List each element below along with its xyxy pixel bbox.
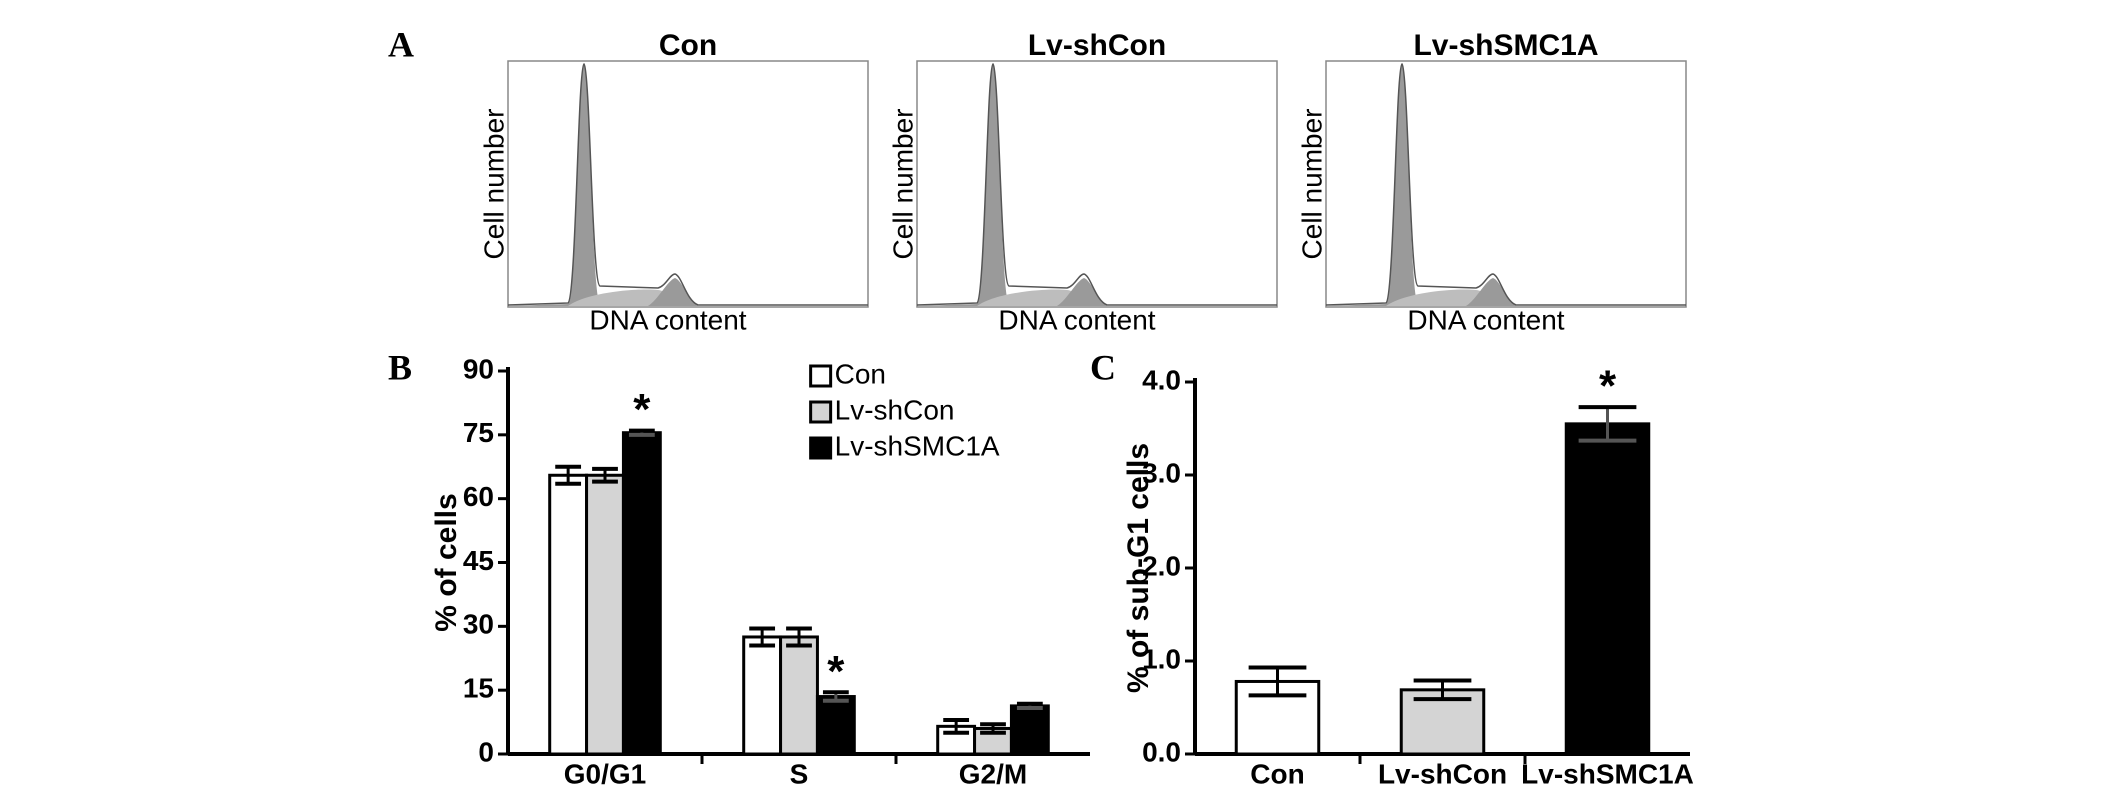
x-tick-label: G2/M (959, 758, 1027, 788)
y-axis-label: Cell number (1296, 109, 1327, 260)
y-axis-label: Cell number (478, 109, 509, 260)
y-tick-label: 0 (478, 736, 494, 767)
y-axis-label: % of cells (430, 493, 463, 631)
y-tick-label: 0.0 (1142, 736, 1181, 767)
bar (742, 635, 783, 756)
y-tick-label: 1.0 (1142, 643, 1181, 674)
error-bar (628, 428, 655, 437)
bar (779, 635, 819, 756)
panel-label: B (388, 347, 412, 387)
error-bar (1413, 678, 1472, 702)
x-tick-label: S (790, 758, 809, 788)
x-tick-label: Con (1250, 758, 1304, 788)
x-axis-label: DNA content (1407, 304, 1564, 335)
significance-label: * (1599, 362, 1617, 411)
error-bar (1248, 665, 1307, 698)
error-bar (1016, 701, 1043, 711)
histogram-shape (1325, 63, 1687, 307)
histogram-frame (507, 60, 869, 308)
y-tick-label: 15 (463, 673, 494, 704)
panel-label: C (1090, 347, 1116, 387)
significance-label: * (633, 385, 651, 434)
histogram-shape (916, 63, 1278, 307)
y-tick-label: 2.0 (1142, 550, 1181, 581)
error-bar (822, 690, 849, 703)
histogram-title: Lv-shCon (1028, 29, 1166, 62)
error-bar (749, 626, 776, 648)
y-tick-label: 90 (463, 353, 494, 384)
legend-label: Lv-shSMC1A (835, 430, 1000, 461)
error-bar (943, 717, 970, 735)
error-bar (1578, 405, 1637, 443)
bar (621, 431, 662, 756)
legend-swatch (809, 400, 833, 424)
x-tick-label: Lv-shCon (1378, 758, 1507, 788)
bar (815, 695, 856, 756)
legend-label: Lv-shCon (835, 394, 955, 425)
y-axis-label: Cell number (887, 109, 918, 260)
error-bar (980, 722, 1006, 735)
y-tick-label: 30 (463, 609, 494, 640)
y-tick-label: 4.0 (1142, 364, 1181, 395)
y-tick-label: 75 (463, 417, 494, 448)
histogram-title: Con (659, 29, 717, 62)
error-bar (786, 626, 812, 648)
histogram-frame (1325, 60, 1687, 308)
x-axis-label: DNA content (998, 304, 1155, 335)
bar (548, 473, 589, 756)
histogram-shape (507, 63, 869, 307)
x-tick-label: G0/G1 (564, 758, 646, 788)
y-tick-label: 60 (463, 481, 494, 512)
panel-label: A (388, 24, 414, 64)
legend-swatch (809, 436, 833, 460)
bar (1564, 422, 1651, 756)
x-axis-label: DNA content (589, 304, 746, 335)
significance-label: * (827, 647, 845, 696)
y-axis-label: % of sub-G1 cells (1122, 443, 1155, 693)
histogram-frame (916, 60, 1278, 308)
histogram-title: Lv-shSMC1A (1413, 29, 1598, 62)
legend-label: Con (835, 358, 886, 389)
y-tick-label: 3.0 (1142, 457, 1181, 488)
bar (1009, 704, 1050, 756)
x-tick-label: Lv-shSMC1A (1521, 758, 1694, 788)
bar (585, 473, 625, 756)
legend-swatch (809, 364, 833, 388)
error-bar (592, 466, 618, 484)
error-bar (555, 464, 582, 486)
y-tick-label: 45 (463, 545, 494, 576)
